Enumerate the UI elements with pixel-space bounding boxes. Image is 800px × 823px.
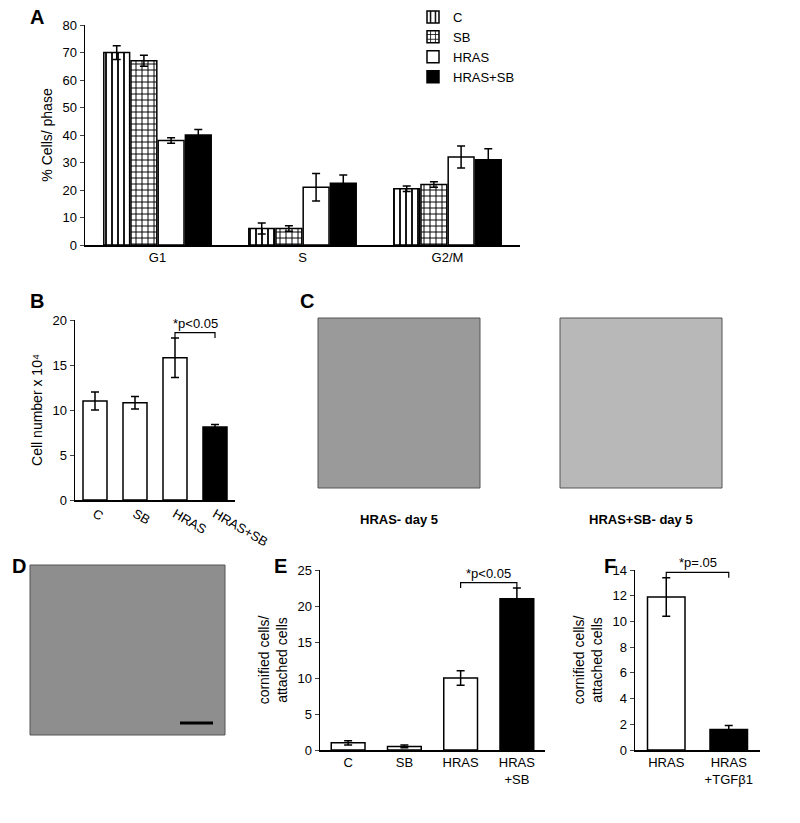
svg-text:0: 0 [305, 743, 312, 758]
svg-text:C: C [343, 755, 352, 770]
svg-text:C: C [300, 290, 314, 312]
svg-text:*p=.05: *p=.05 [679, 555, 717, 570]
svg-text:cornified cells/attached cells: cornified cells/attached cells [571, 616, 605, 705]
svg-text:SB: SB [453, 30, 470, 45]
svg-text:80: 80 [62, 18, 76, 33]
svg-text:B: B [30, 290, 44, 312]
svg-text:HRAS: HRAS [453, 50, 489, 65]
svg-text:HRAS- day 5: HRAS- day 5 [360, 512, 438, 527]
svg-text:*p<0.05: *p<0.05 [173, 316, 218, 331]
svg-text:40: 40 [62, 128, 76, 143]
svg-text:20: 20 [297, 599, 311, 614]
svg-text:A: A [30, 6, 44, 28]
svg-text:HRAS: HRAS [648, 755, 684, 770]
svg-text:5: 5 [60, 448, 67, 463]
svg-text:20: 20 [62, 183, 76, 198]
svg-text:0: 0 [70, 238, 77, 253]
svg-text:cornified cells/attached cells: cornified cells/attached cells [256, 616, 290, 705]
svg-text:6: 6 [620, 665, 627, 680]
svg-text:HRAS: HRAS [443, 755, 479, 770]
svg-text:15: 15 [297, 635, 311, 650]
svg-text:10: 10 [52, 403, 66, 418]
svg-text:HRAS+SB: HRAS+SB [453, 70, 514, 85]
svg-text:HRAS+SB- day 5: HRAS+SB- day 5 [589, 512, 693, 527]
svg-text:E: E [274, 555, 287, 577]
svg-text:50: 50 [62, 100, 76, 115]
svg-text:SB: SB [130, 506, 153, 528]
svg-text:12: 12 [612, 588, 626, 603]
svg-text:% Cells/ phase: % Cells/ phase [39, 88, 55, 182]
svg-text:C: C [90, 506, 106, 524]
svg-text:HRAS: HRAS [170, 506, 209, 537]
svg-text:HRAS+SB: HRAS+SB [210, 506, 270, 550]
svg-text:10: 10 [62, 210, 76, 225]
svg-text:HRAS+TGFβ1: HRAS+TGFβ1 [705, 755, 753, 787]
svg-text:C: C [453, 10, 462, 25]
svg-text:0: 0 [620, 743, 627, 758]
svg-text:25: 25 [297, 563, 311, 578]
svg-text:G2/M: G2/M [432, 250, 464, 265]
svg-text:0: 0 [60, 493, 67, 508]
svg-text:D: D [12, 555, 26, 577]
svg-text:F: F [604, 555, 616, 577]
svg-text:30: 30 [62, 155, 76, 170]
svg-text:4: 4 [620, 691, 627, 706]
svg-text:20: 20 [52, 313, 66, 328]
svg-text:10: 10 [297, 671, 311, 686]
svg-text:10: 10 [612, 614, 626, 629]
svg-text:60: 60 [62, 73, 76, 88]
svg-text:2: 2 [620, 717, 627, 732]
svg-text:5: 5 [305, 707, 312, 722]
svg-text:Cell number x 10⁴: Cell number x 10⁴ [29, 354, 45, 466]
svg-text:HRAS+SB: HRAS+SB [499, 755, 535, 787]
svg-text:G1: G1 [149, 250, 166, 265]
svg-text:8: 8 [620, 640, 627, 655]
svg-text:SB: SB [396, 755, 413, 770]
svg-text:70: 70 [62, 45, 76, 60]
svg-text:*p<0.05: *p<0.05 [466, 566, 511, 581]
svg-text:14: 14 [612, 563, 626, 578]
svg-text:S: S [298, 250, 307, 265]
svg-text:15: 15 [52, 358, 66, 373]
